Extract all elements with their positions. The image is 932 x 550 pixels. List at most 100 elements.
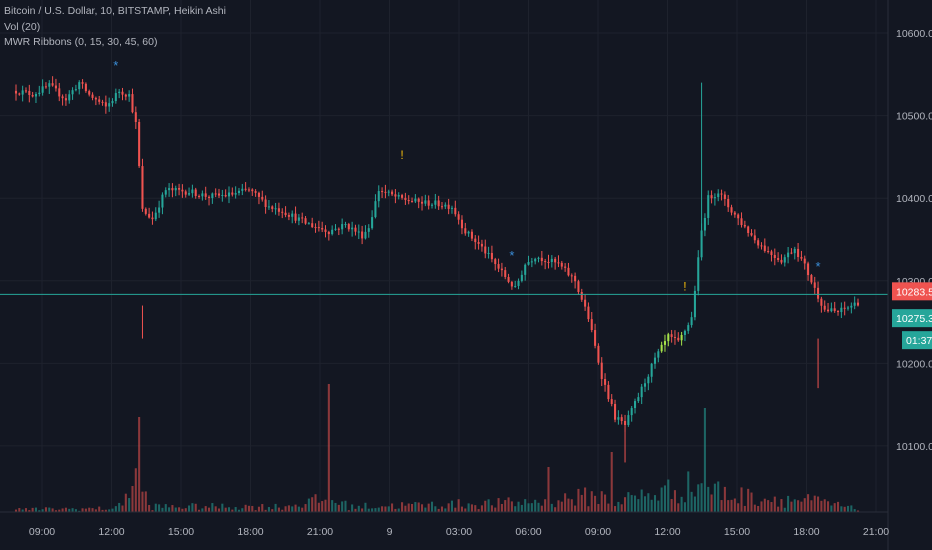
candle [331, 229, 334, 235]
price-axis[interactable]: 10600.0010500.0010400.0010300.0010200.00… [887, 0, 932, 550]
candle [474, 238, 477, 243]
candle [534, 258, 537, 262]
volume-bar [174, 507, 177, 512]
candle [364, 231, 367, 239]
volume-bar [713, 483, 716, 512]
candle [660, 344, 663, 352]
volume-bar [397, 508, 400, 512]
candle [98, 99, 101, 102]
volume-bar [600, 491, 603, 512]
candle [554, 258, 557, 263]
candle [148, 213, 151, 218]
candle [334, 228, 337, 230]
volume-legend[interactable]: Vol (20) [4, 20, 41, 33]
volume-bar [567, 498, 570, 512]
candle [727, 198, 730, 208]
volume-bar [144, 491, 147, 512]
candle [680, 334, 683, 341]
candle [158, 207, 161, 213]
candle [800, 257, 803, 259]
candle [464, 228, 467, 234]
volume-bar [134, 468, 137, 512]
volume-bar [341, 501, 344, 512]
candle [597, 345, 600, 363]
candle [740, 218, 743, 226]
volume-bar [188, 505, 191, 512]
volume-bar [154, 503, 157, 512]
volume-bar [594, 495, 597, 512]
volume-bar [460, 506, 463, 512]
warning-marker: ! [400, 148, 403, 162]
volume-bar [550, 503, 553, 512]
volume-bar [584, 487, 587, 512]
volume-bar [733, 498, 736, 512]
volume-bar [420, 504, 424, 512]
candle [853, 302, 856, 306]
candle [427, 200, 430, 206]
volume-bar [770, 502, 773, 512]
candle [760, 245, 763, 247]
candle [337, 228, 340, 230]
ribbons-legend[interactable]: MWR Ribbons (0, 15, 30, 45, 60) [4, 36, 158, 48]
volume-bar [104, 509, 107, 512]
candle [733, 212, 736, 215]
candle [84, 83, 87, 92]
volume-bar [797, 500, 800, 512]
volume-bar [447, 503, 450, 512]
candle [783, 257, 786, 263]
candle [71, 90, 74, 95]
candle [41, 86, 44, 93]
volume-bar [497, 498, 500, 512]
symbol-legend[interactable]: Bitcoin / U.S. Dollar, 10, BITSTAMP, Hei… [4, 5, 226, 17]
candle [404, 197, 407, 201]
time-axis[interactable]: 09:00 12:00 15:00 18:00 21:00 9 03:00 06:00 09:0… [0, 511, 889, 538]
candle [128, 94, 131, 97]
time-tick-label: 18:00 [237, 526, 263, 538]
volume-bar [647, 493, 650, 512]
volume-bar [457, 499, 460, 512]
candle [633, 401, 637, 409]
candle [434, 200, 437, 205]
warning-marker: ! [683, 280, 686, 294]
volume-bar [793, 499, 796, 512]
candle [577, 281, 580, 292]
candle [34, 94, 38, 97]
volume-bar [121, 505, 124, 512]
volume-bar [307, 498, 310, 512]
volume-bar [244, 504, 247, 512]
volume-bar [833, 503, 836, 512]
volume-bar [291, 506, 294, 512]
volume-bar [124, 493, 127, 512]
volume-bar [38, 510, 41, 512]
candle [371, 217, 374, 229]
volume-bar [820, 500, 823, 512]
candle [697, 257, 700, 291]
candle [14, 90, 18, 94]
time-tick-label: 09:00 [29, 526, 55, 538]
volume-bar [524, 499, 527, 512]
candle [753, 235, 756, 241]
candle [803, 258, 806, 264]
volume-bar [71, 508, 74, 512]
candle [28, 90, 31, 96]
volume-bar [494, 507, 497, 512]
volume-bar [58, 509, 61, 512]
volume-bar [633, 495, 637, 512]
candle [297, 217, 300, 221]
volume-bar [643, 496, 647, 512]
volume-bar [141, 491, 144, 512]
volume-bar [470, 504, 473, 512]
time-tick-label: 9 [387, 526, 393, 538]
volume-bar [807, 494, 810, 512]
candle [121, 91, 124, 95]
volume-bar [620, 504, 623, 512]
volume-bar [417, 502, 420, 512]
candle [407, 200, 410, 202]
candle [817, 287, 820, 299]
volume-bar [607, 503, 610, 512]
volume-bar [700, 483, 703, 512]
volume-bar [284, 506, 287, 512]
candle [570, 275, 573, 277]
